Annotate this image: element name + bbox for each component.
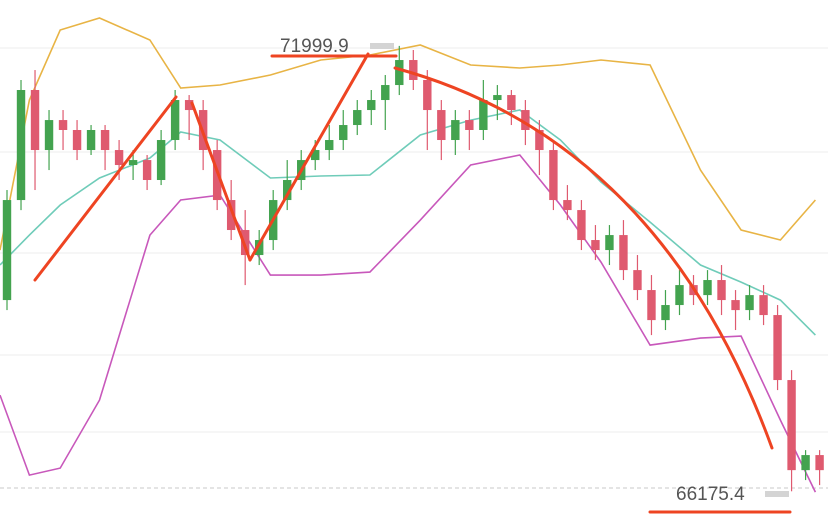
candle-body <box>184 100 194 111</box>
candle-body <box>2 200 12 301</box>
plot <box>0 17 824 493</box>
candle-body <box>240 230 250 256</box>
candle-body <box>226 200 236 231</box>
candle-body <box>815 455 824 471</box>
candle-body <box>535 130 544 151</box>
trend-line <box>190 101 252 262</box>
candle-body <box>759 295 768 316</box>
candle-body <box>16 90 26 201</box>
high-label: 71999.9 <box>280 36 349 57</box>
candle-body <box>591 240 600 251</box>
candle-body <box>563 200 572 211</box>
label-tag <box>765 491 789 497</box>
candle-body <box>30 90 40 151</box>
band-line <box>0 17 817 251</box>
candle-body <box>773 315 782 381</box>
low-label: 66175.4 <box>676 484 745 505</box>
candle-body <box>633 270 642 291</box>
band-line <box>0 109 816 336</box>
candle-body <box>479 100 488 130</box>
candle-body <box>493 95 502 101</box>
candle-body <box>731 300 740 311</box>
candle-body <box>801 455 810 471</box>
candle-body <box>367 100 376 111</box>
candle-body <box>353 110 362 126</box>
candle-body <box>339 125 348 141</box>
candle-body <box>465 120 474 130</box>
trend-line <box>33 95 178 282</box>
candle-body <box>521 110 530 130</box>
candle-body <box>254 240 264 256</box>
candle-body <box>409 60 418 80</box>
candle-body <box>381 85 390 101</box>
candle-body <box>619 235 628 271</box>
label-tag <box>370 43 394 49</box>
candle-body <box>423 79 432 111</box>
candle-body <box>717 280 726 301</box>
trend-curve <box>393 66 774 450</box>
candle-body <box>58 120 68 130</box>
candle-body <box>577 210 586 241</box>
candle-body <box>86 130 96 151</box>
candle-body <box>44 120 54 151</box>
candle-body <box>128 160 138 166</box>
candle-body <box>703 280 712 296</box>
trend-line <box>248 52 370 262</box>
candle-body <box>311 150 320 161</box>
candle-body <box>395 60 404 86</box>
candle-body <box>325 140 334 151</box>
candle-body <box>549 150 558 201</box>
candle-body <box>507 95 516 111</box>
candle-body <box>647 290 656 321</box>
band-line <box>0 154 817 493</box>
candle-body <box>72 130 82 151</box>
candle-body <box>283 180 292 201</box>
candle-body <box>114 150 124 166</box>
candle-body <box>661 305 670 321</box>
candle-body <box>170 100 180 141</box>
candle-body <box>745 295 754 311</box>
candle-body <box>605 235 614 251</box>
candle-body <box>787 380 796 471</box>
candle-body <box>437 110 446 141</box>
drawings <box>33 52 792 514</box>
candle-body <box>451 120 460 141</box>
candle-body <box>100 130 110 151</box>
background-grid <box>0 47 828 433</box>
candle-body <box>675 285 684 306</box>
candle-body <box>142 160 152 181</box>
candle-body <box>156 140 166 181</box>
